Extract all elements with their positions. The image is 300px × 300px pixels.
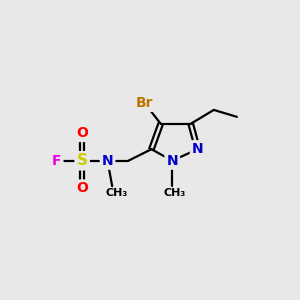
Text: N: N (167, 154, 178, 168)
Text: O: O (76, 182, 88, 196)
Text: Br: Br (136, 96, 153, 110)
Text: N: N (102, 154, 113, 168)
Text: O: O (76, 126, 88, 140)
Text: CH₃: CH₃ (164, 188, 186, 198)
Text: CH₃: CH₃ (106, 188, 128, 198)
Text: S: S (76, 153, 88, 168)
Text: F: F (52, 154, 62, 168)
Text: N: N (192, 142, 203, 156)
